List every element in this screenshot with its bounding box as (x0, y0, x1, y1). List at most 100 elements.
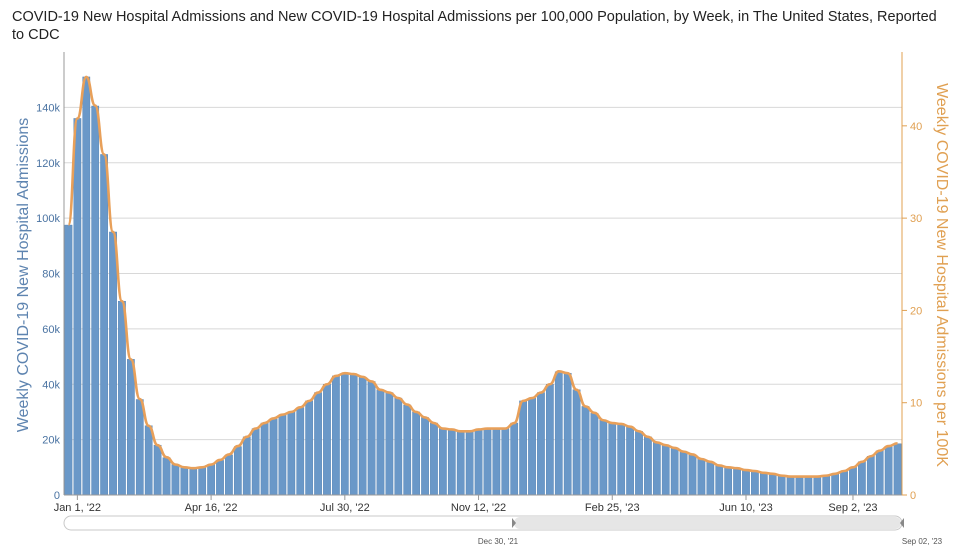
bar[interactable] (519, 400, 527, 496)
bar[interactable] (439, 428, 447, 496)
bar[interactable] (189, 468, 198, 496)
bar[interactable] (118, 300, 126, 496)
navigator-right-handle[interactable] (900, 518, 904, 528)
bar[interactable] (287, 411, 296, 496)
bar[interactable] (635, 431, 643, 496)
bar[interactable] (510, 422, 519, 496)
bar[interactable] (323, 384, 331, 496)
bar[interactable] (617, 424, 626, 496)
bar[interactable] (661, 444, 670, 496)
bar[interactable] (73, 118, 82, 496)
bar[interactable] (546, 384, 554, 496)
navigator-selected-range[interactable] (514, 517, 901, 529)
bar[interactable] (554, 371, 563, 496)
bar[interactable] (225, 454, 233, 496)
bar-series[interactable] (64, 76, 902, 496)
bar[interactable] (715, 465, 724, 496)
bar[interactable] (626, 426, 634, 496)
bar[interactable] (430, 422, 438, 496)
bar[interactable] (269, 418, 278, 496)
bar[interactable] (679, 451, 688, 496)
bar[interactable] (831, 474, 839, 496)
bar[interactable] (644, 436, 652, 496)
line-series[interactable] (67, 75, 898, 478)
bar[interactable] (456, 431, 465, 496)
bar[interactable] (421, 417, 429, 496)
bar[interactable] (697, 458, 706, 496)
bar[interactable] (733, 468, 741, 496)
bar[interactable] (759, 472, 768, 496)
bar[interactable] (64, 224, 73, 496)
range-navigator[interactable]: Dec 30, '21 Sep 02, '23 (63, 515, 943, 546)
bar[interactable] (777, 475, 786, 496)
bar[interactable] (403, 404, 412, 496)
line-path[interactable] (67, 75, 898, 478)
bar[interactable] (340, 372, 349, 496)
bar[interactable] (162, 457, 171, 496)
bar[interactable] (207, 464, 215, 496)
bar[interactable] (688, 454, 697, 496)
bar[interactable] (144, 425, 153, 496)
bar[interactable] (751, 471, 759, 496)
bar[interactable] (795, 476, 804, 496)
bar[interactable] (171, 464, 180, 496)
bar[interactable] (82, 76, 91, 496)
bar[interactable] (376, 389, 385, 496)
bar[interactable] (412, 411, 420, 496)
bar[interactable] (884, 446, 893, 496)
bar[interactable] (394, 397, 403, 496)
bar[interactable] (367, 381, 376, 496)
bar[interactable] (893, 443, 902, 496)
bar[interactable] (875, 450, 884, 496)
bar[interactable] (804, 476, 813, 496)
navigator-left-handle[interactable] (512, 518, 516, 528)
bar[interactable] (216, 460, 224, 496)
bar[interactable] (474, 429, 483, 496)
bar[interactable] (706, 461, 715, 496)
bar[interactable] (608, 422, 617, 496)
bar[interactable] (501, 428, 510, 496)
bar[interactable] (813, 476, 822, 496)
bar[interactable] (822, 475, 831, 496)
bar[interactable] (135, 399, 144, 496)
bar[interactable] (866, 456, 875, 496)
bar[interactable] (563, 372, 572, 496)
bar[interactable] (198, 467, 207, 496)
bar[interactable] (572, 389, 581, 496)
bar[interactable] (858, 461, 866, 496)
bar[interactable] (100, 154, 108, 496)
bar[interactable] (599, 420, 608, 496)
bar[interactable] (492, 428, 501, 496)
bar[interactable] (724, 467, 733, 496)
bar[interactable] (91, 105, 100, 496)
bar[interactable] (314, 392, 322, 496)
bar[interactable] (768, 474, 777, 496)
bar[interactable] (251, 428, 260, 496)
bar[interactable] (358, 377, 367, 496)
bar[interactable] (840, 471, 848, 496)
bar[interactable] (305, 400, 314, 496)
bar[interactable] (537, 392, 545, 496)
bar[interactable] (447, 429, 456, 496)
bar[interactable] (465, 431, 474, 496)
bar[interactable] (786, 475, 795, 496)
bar[interactable] (581, 406, 590, 496)
bar[interactable] (233, 446, 242, 496)
bar[interactable] (153, 444, 162, 496)
bar[interactable] (242, 436, 251, 496)
bar[interactable] (385, 392, 394, 496)
bar[interactable] (180, 467, 189, 496)
bar[interactable] (590, 413, 599, 496)
bar[interactable] (260, 422, 269, 496)
bar[interactable] (109, 231, 117, 496)
bar[interactable] (670, 447, 679, 496)
bar[interactable] (849, 467, 857, 496)
bar[interactable] (742, 469, 750, 496)
bar[interactable] (278, 414, 287, 496)
bar[interactable] (296, 407, 305, 496)
bar[interactable] (483, 428, 492, 496)
bar[interactable] (528, 397, 536, 496)
bar[interactable] (349, 374, 358, 496)
bar[interactable] (127, 359, 135, 496)
bar[interactable] (332, 375, 340, 496)
